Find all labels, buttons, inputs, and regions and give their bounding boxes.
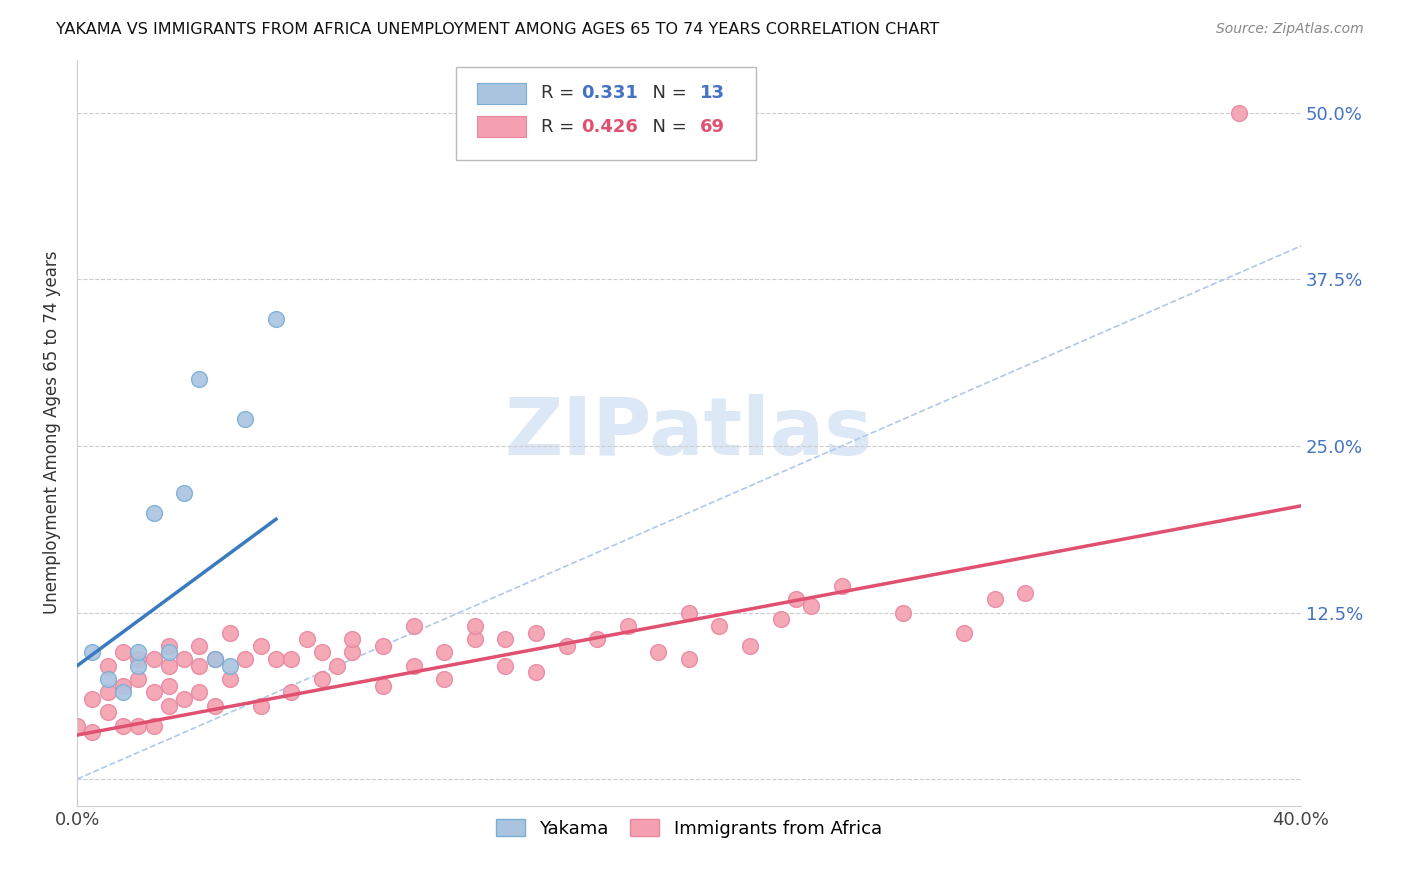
Point: [342, 632, 364, 647]
Point: [219, 658, 242, 673]
Text: 13: 13: [700, 84, 725, 103]
Point: [157, 658, 180, 673]
Point: [188, 658, 211, 673]
Point: [127, 719, 149, 733]
Text: ZIPatlas: ZIPatlas: [505, 393, 873, 472]
Point: [342, 645, 364, 659]
Point: [280, 652, 302, 666]
Point: [249, 639, 271, 653]
FancyBboxPatch shape: [457, 67, 756, 161]
Point: [678, 606, 700, 620]
Point: [111, 645, 134, 659]
Point: [785, 592, 807, 607]
Point: [233, 412, 256, 426]
FancyBboxPatch shape: [477, 83, 526, 103]
Point: [524, 665, 547, 680]
Point: [264, 652, 287, 666]
Text: N =: N =: [641, 84, 693, 103]
Text: 69: 69: [700, 118, 725, 136]
Legend: Yakama, Immigrants from Africa: Yakama, Immigrants from Africa: [489, 812, 889, 846]
Point: [82, 645, 104, 659]
Point: [464, 632, 486, 647]
Point: [709, 619, 731, 633]
Text: R =: R =: [541, 84, 579, 103]
Point: [233, 652, 256, 666]
Point: [204, 698, 226, 713]
Point: [249, 698, 271, 713]
Point: [173, 652, 195, 666]
Text: 0.426: 0.426: [581, 118, 638, 136]
Point: [173, 692, 195, 706]
Point: [204, 652, 226, 666]
FancyBboxPatch shape: [477, 116, 526, 137]
Point: [402, 658, 425, 673]
Point: [97, 672, 120, 686]
Text: R =: R =: [541, 118, 579, 136]
Point: [82, 692, 104, 706]
Text: N =: N =: [641, 118, 693, 136]
Point: [769, 612, 792, 626]
Point: [157, 698, 180, 713]
Point: [433, 672, 456, 686]
Point: [264, 312, 287, 326]
Point: [326, 658, 349, 673]
Point: [494, 658, 516, 673]
Point: [142, 506, 165, 520]
Point: [984, 592, 1007, 607]
Point: [142, 685, 165, 699]
Point: [1014, 585, 1036, 599]
Point: [157, 679, 180, 693]
Point: [127, 672, 149, 686]
Point: [111, 679, 134, 693]
Point: [111, 685, 134, 699]
Point: [800, 599, 823, 613]
Point: [371, 679, 394, 693]
Point: [738, 639, 761, 653]
Y-axis label: Unemployment Among Ages 65 to 74 years: Unemployment Among Ages 65 to 74 years: [44, 251, 60, 615]
Point: [142, 719, 165, 733]
Point: [219, 625, 242, 640]
Point: [616, 619, 638, 633]
Point: [157, 639, 180, 653]
Point: [188, 372, 211, 386]
Point: [127, 645, 149, 659]
Point: [97, 658, 120, 673]
Point: [111, 719, 134, 733]
Point: [295, 632, 318, 647]
Point: [647, 645, 669, 659]
Point: [127, 652, 149, 666]
Point: [311, 645, 333, 659]
Point: [97, 685, 120, 699]
Point: [188, 639, 211, 653]
Point: [953, 625, 976, 640]
Point: [371, 639, 394, 653]
Point: [280, 685, 302, 699]
Point: [204, 652, 226, 666]
Point: [678, 652, 700, 666]
Point: [555, 639, 578, 653]
Point: [1229, 106, 1251, 120]
Point: [157, 645, 180, 659]
Point: [127, 658, 149, 673]
Point: [82, 725, 104, 739]
Point: [464, 619, 486, 633]
Point: [586, 632, 609, 647]
Point: [66, 719, 89, 733]
Point: [433, 645, 456, 659]
Point: [188, 685, 211, 699]
Point: [402, 619, 425, 633]
Point: [311, 672, 333, 686]
Point: [891, 606, 914, 620]
Point: [97, 706, 120, 720]
Point: [142, 652, 165, 666]
Text: Source: ZipAtlas.com: Source: ZipAtlas.com: [1216, 22, 1364, 37]
Point: [524, 625, 547, 640]
Point: [219, 672, 242, 686]
Text: YAKAMA VS IMMIGRANTS FROM AFRICA UNEMPLOYMENT AMONG AGES 65 TO 74 YEARS CORRELAT: YAKAMA VS IMMIGRANTS FROM AFRICA UNEMPLO…: [56, 22, 939, 37]
Point: [173, 485, 195, 500]
Text: 0.331: 0.331: [581, 84, 638, 103]
Point: [494, 632, 516, 647]
Point: [831, 579, 853, 593]
